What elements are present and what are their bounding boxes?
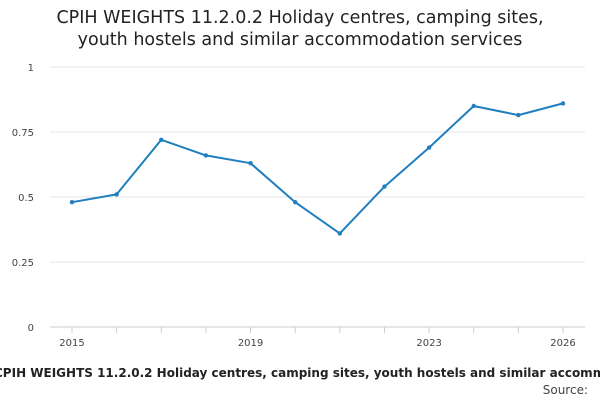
series-line-0 (71, 102, 564, 235)
data-point-2023 (426, 145, 432, 150)
x-tick-label-2: 2023 (416, 338, 441, 349)
chart-title: CPIH WEIGHTS 11.2.0.2 Holiday centres, c… (0, 7, 600, 51)
data-point-2019 (248, 161, 253, 166)
data-point-2022 (382, 184, 387, 189)
chart-title-line-2: youth hostels and similar accommodation … (77, 30, 523, 50)
data-point-2020 (292, 200, 298, 205)
y-tick-label-4: 1 (28, 63, 34, 74)
data-point-2024 (471, 103, 476, 109)
data-point-2021 (337, 231, 343, 236)
y-tick-label-1: 0.25 (12, 258, 34, 269)
data-point-2026 (560, 101, 566, 106)
data-point-2017 (159, 137, 164, 142)
data-point-2015 (69, 200, 75, 205)
x-axis-caption: CPIH WEIGHTS 11.2.0.2 Holiday centres, c… (0, 366, 600, 380)
x-tick-label-0: 2015 (59, 338, 84, 349)
y-tick-label-3: 0.75 (12, 128, 34, 139)
data-point-2018 (203, 153, 209, 158)
chart-title-line-1: CPIH WEIGHTS 11.2.0.2 Holiday centres, c… (56, 8, 544, 28)
y-tick-label-0: 0 (28, 323, 34, 334)
source-label: Source: (542, 383, 588, 397)
data-point-2025 (516, 112, 521, 118)
x-tick-label-1: 2019 (238, 338, 263, 349)
x-tick-label-3: 2026 (550, 338, 575, 349)
data-point-2016 (114, 192, 119, 197)
y-tick-label-2: 0.5 (18, 193, 34, 204)
